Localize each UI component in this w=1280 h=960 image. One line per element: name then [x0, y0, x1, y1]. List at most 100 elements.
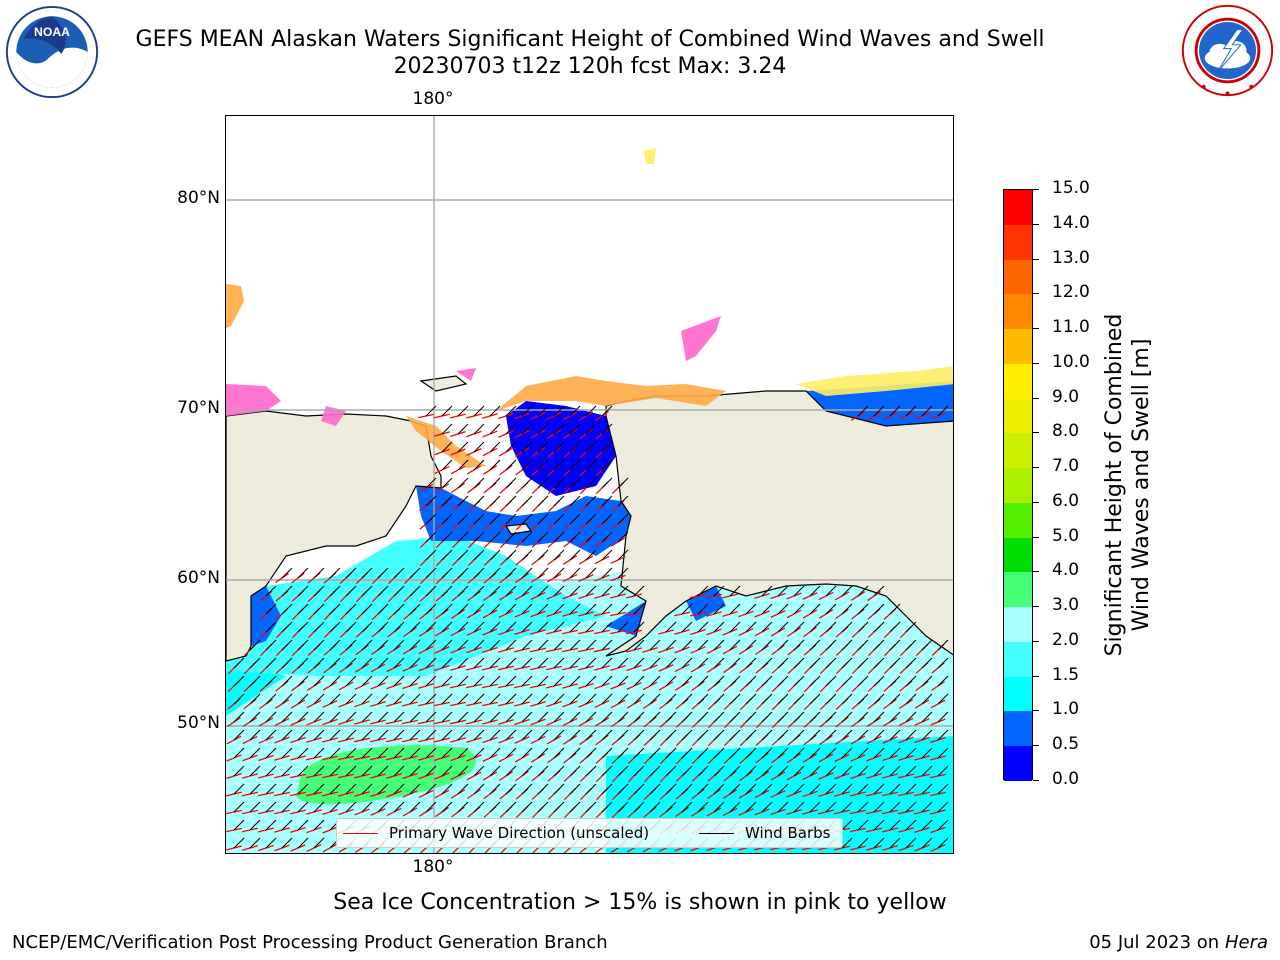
wind-barb: [809, 603, 821, 615]
wind-barb: [537, 621, 549, 633]
wind-barb: [537, 639, 549, 651]
wind-barb: [601, 585, 613, 597]
wind-barb: [457, 657, 469, 669]
wind-barb: [489, 405, 501, 417]
wind-barb: [393, 783, 405, 795]
wind-barb: [729, 783, 741, 795]
wind-barb: [489, 747, 501, 759]
wind-barb: [905, 765, 917, 777]
wind-barb: [329, 567, 341, 579]
wind-barb: [393, 711, 405, 723]
wind-barb: [377, 585, 389, 597]
wind-barb: [345, 567, 357, 579]
wind-barb: [441, 549, 453, 561]
wind-barb: [793, 585, 805, 597]
wind-barb: [681, 639, 693, 651]
wind-barb: [585, 549, 597, 561]
wind-barb: [425, 531, 437, 543]
wind-barb: [681, 621, 693, 633]
colorbar-tick: [1033, 362, 1039, 364]
wind-barb: [281, 657, 293, 669]
colorbar-title-line-1: Significant Height of Combined: [1102, 313, 1127, 657]
wind-barb: [505, 603, 517, 615]
wind-barb: [777, 693, 789, 705]
wind-barb: [537, 513, 549, 525]
wind-barb: [489, 711, 501, 723]
wind-barb: [793, 603, 805, 615]
wind-barb: [665, 747, 677, 759]
wind-barb: [281, 585, 293, 597]
wind-barb: [521, 513, 533, 525]
wind-barb: [441, 495, 453, 507]
wind-barb: [409, 693, 421, 705]
wind-barb: [345, 783, 357, 795]
wind-barb: [793, 621, 805, 633]
wind-barb: [537, 711, 549, 723]
wind-barb: [345, 639, 357, 651]
wind-barb: [297, 603, 309, 615]
wind-barb: [633, 747, 645, 759]
wind-barb: [617, 783, 629, 795]
wind-barb: [761, 585, 773, 597]
wind-barb: [569, 747, 581, 759]
wind-barb: [937, 675, 949, 687]
wind-barb: [793, 657, 805, 669]
wind-barb: [377, 711, 389, 723]
wind-barb: [281, 639, 293, 651]
wind-barb: [265, 765, 277, 777]
wind-barb: [233, 729, 245, 741]
wind-barb: [537, 459, 549, 471]
wind-barb: [329, 603, 341, 615]
wind-barb: [329, 639, 341, 651]
wind-barb: [425, 711, 437, 723]
wind-barb: [585, 729, 597, 741]
wind-barb: [665, 693, 677, 705]
colorbar-tick-label: 1.5: [1052, 664, 1080, 685]
wind-barb: [313, 603, 325, 615]
wind-barb: [521, 747, 533, 759]
wind-barb: [857, 819, 869, 831]
nws-logo: [1181, 4, 1274, 97]
wind-barb: [601, 549, 613, 561]
colorbar-title-line-2: Wind Waves and Swell [m]: [1129, 338, 1154, 632]
credit-right: 05 Jul 2023 on Hera: [1089, 932, 1268, 953]
wind-barb: [521, 459, 533, 471]
wind-barb: [521, 801, 533, 813]
wind-barb: [409, 729, 421, 741]
wind-barb: [905, 621, 917, 633]
wind-barb: [649, 675, 661, 687]
wind-barb: [937, 729, 949, 741]
wind-barb: [857, 693, 869, 705]
title-line-2: 20230703 t12z 120h fcst Max: 3.24: [393, 54, 787, 79]
wind-barb: [601, 693, 613, 705]
wind-barb: [713, 693, 725, 705]
wind-barb: [489, 621, 501, 633]
colorbar-tick-label: 7.0: [1052, 456, 1080, 477]
wind-barb: [889, 693, 901, 705]
wind-barb: [361, 729, 373, 741]
wind-barb: [601, 639, 613, 651]
wind-barb: [825, 765, 837, 777]
wind-barb: [489, 729, 501, 741]
wind-barb: [825, 729, 837, 741]
wind-barb: [313, 729, 325, 741]
wind-barb: [377, 765, 389, 777]
wind-barb: [649, 765, 661, 777]
wind-barb: [265, 693, 277, 705]
wind-barb: [505, 675, 517, 687]
wind-barb: [633, 765, 645, 777]
wind-barb: [409, 711, 421, 723]
wind-barb: [569, 405, 581, 417]
wind-barb: [553, 495, 565, 507]
wind-barb: [457, 639, 469, 651]
wind-barb: [761, 657, 773, 669]
wind-barb: [281, 711, 293, 723]
wind-barb: [841, 675, 853, 687]
wind-barb: [905, 747, 917, 759]
wind-barb: [809, 639, 821, 651]
wind-barb: [649, 747, 661, 759]
wind-barb: [841, 621, 853, 633]
noaa-logo: NOAA: [5, 5, 99, 99]
wind-barb: [889, 639, 901, 651]
wind-barb: [377, 639, 389, 651]
